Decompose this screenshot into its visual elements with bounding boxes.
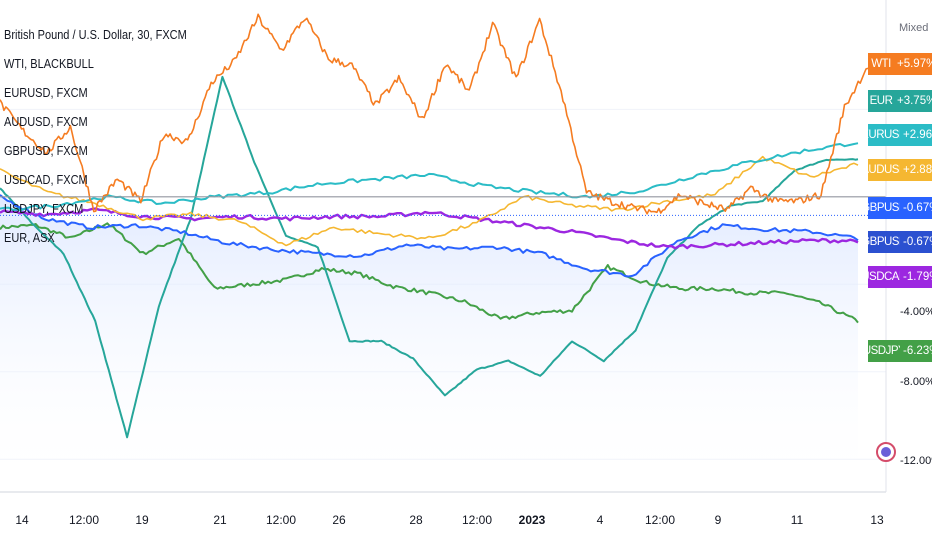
price-badge-symbol: AUDUSD [868,159,900,181]
price-badge-value: +5.97% [894,53,932,75]
x-tick-label: 14 [15,513,29,527]
price-badge-value: -0.67% [900,197,932,219]
y-axis-label-neg8: -8.00% [900,376,932,388]
price-badge-usdjpy[interactable]: USDJPY-6.23% [868,340,932,362]
series-layer [0,13,886,439]
x-tick-label: 12:00 [265,513,297,527]
legend-wti[interactable]: WTI, BLACKBULL [4,57,94,71]
price-badge-value: +3.75% [894,90,932,112]
price-badge-usdcad[interactable]: USDCAD-1.79% [868,266,932,288]
x-tick-label: 26 [332,513,346,527]
x-tick-label: 21 [213,513,227,527]
x-tick-label: 12:00 [68,513,100,527]
x-tick-label: 12:00 [644,513,676,527]
price-badge-eur[interactable]: EUR+3.75% [868,90,932,112]
x-tick-label: 9 [714,513,722,527]
legend-eur-asx[interactable]: EUR, ASX [4,231,55,245]
scale-mode-label[interactable]: Mixed [899,22,929,34]
series-line-wti[interactable] [0,13,869,215]
y-axis-label-neg12: -12.00% [900,455,932,467]
x-tick-label: 4 [596,513,604,527]
price-badge-value: +2.88% [900,159,932,181]
price-badge-value: -1.79% [900,266,932,288]
price-badge-symbol: USDJPY [868,340,900,362]
price-badge-symbol: EURUSD [868,124,900,146]
x-tick-label: 19 [135,513,149,527]
x-tick-label: 11 [790,513,804,527]
y-axis-label-neg4: -4.00% [900,306,932,318]
legend-main-title[interactable]: British Pound / U.S. Dollar, 30, FXCM [4,28,187,42]
price-badge-symbol: GBPUSD [868,197,900,219]
price-badge-symbol: WTI [868,53,894,75]
series-line-usdjpy[interactable] [0,222,859,324]
price-badge-eurusd[interactable]: EURUSD+2.96% [868,124,932,146]
price-badge-gbpusd[interactable]: GBPUSD-0.67% [868,231,932,253]
price-badge-gbpusd[interactable]: GBPUSD-0.67% [868,197,932,219]
legend-audusd[interactable]: AUDUSD, FXCM [4,115,88,129]
x-tick-label: 2023 [518,513,546,527]
legend-usdcad[interactable]: USDCAD, FXCM [4,173,88,187]
x-tick-label: 13 [870,513,884,527]
price-badge-value: +2.96% [900,124,932,146]
legend-eurusd[interactable]: EURUSD, FXCM [4,86,88,100]
tradingview-logo-icon[interactable] [876,442,896,462]
series-line-eurusd[interactable] [0,142,859,212]
x-tick-label: 12:00 [461,513,493,527]
x-tick-label: 28 [409,513,423,527]
price-badge-value: -0.67% [900,231,932,253]
series-line-usdcad[interactable] [0,207,859,250]
series-line-audusd[interactable] [0,155,859,247]
price-badge-value: -6.23% [900,340,932,362]
price-badge-symbol: USDCAD [868,266,900,288]
price-badge-symbol: GBPUSD [868,231,900,253]
legend-gbpusd[interactable]: GBPUSD, FXCM [4,144,88,158]
price-badge-symbol: EUR [868,90,894,112]
price-badge-audusd[interactable]: AUDUSD+2.88% [868,159,932,181]
gbpusd-area-fill [0,194,858,492]
price-badge-wti[interactable]: WTI+5.97% [868,53,932,75]
legend: British Pound / U.S. Dollar, 30, FXCM WT… [4,28,212,260]
series-line-gbpusd[interactable] [0,194,859,278]
legend-usdjpy[interactable]: USDJPY, FXCM [4,202,84,216]
